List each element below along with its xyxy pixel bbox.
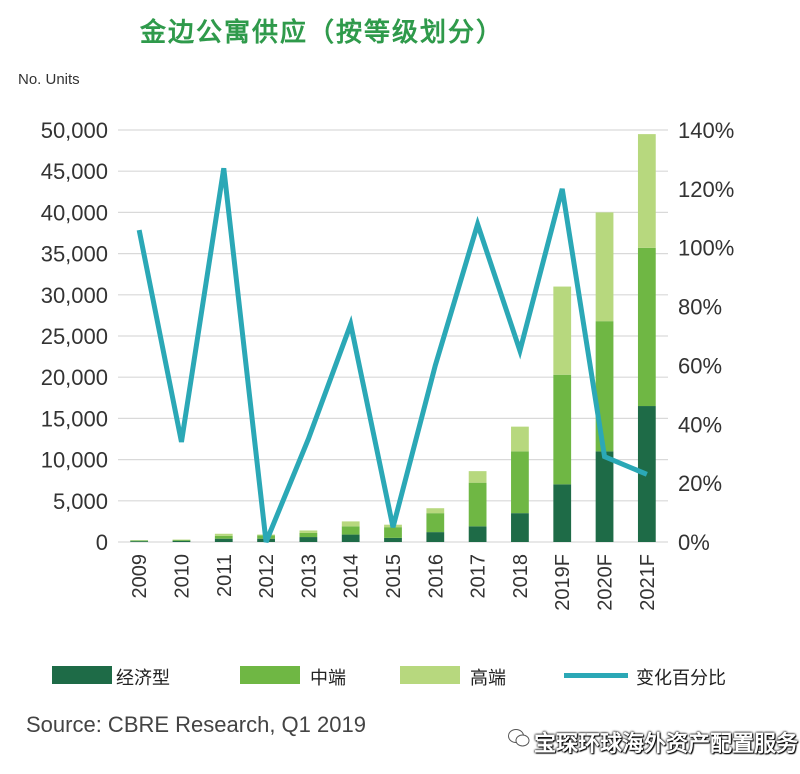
y2-tick-label: 120% <box>678 177 734 202</box>
y2-tick-label: 20% <box>678 471 722 496</box>
bar-highend <box>214 533 233 536</box>
chart-svg: 0 5,000 10,000 15,000 20,000 25,000 30,000 35,0… <box>18 71 734 611</box>
bar-midrange <box>637 247 656 407</box>
bar-highend <box>553 286 572 375</box>
y-tick-label: 15,000 <box>41 406 108 431</box>
bar-midrange <box>511 451 529 514</box>
y-axis-label: No. Units <box>18 71 80 88</box>
axes: 0 5,000 10,000 15,000 20,000 25,000 30,000 35,0… <box>18 71 734 611</box>
y-tick-label: 50,000 <box>41 118 108 143</box>
chart-title: 金边公寓供应（按等级划分） <box>140 18 505 48</box>
bar-economy <box>214 538 233 542</box>
bar-economy <box>384 537 402 542</box>
y2-tick-label: 0% <box>678 530 710 555</box>
bar-economy <box>595 451 614 542</box>
bar-midrange <box>426 513 445 533</box>
x-tick-label: 2010 <box>171 554 193 599</box>
x-tick-label: 2016 <box>425 554 447 599</box>
bar-economy <box>172 540 191 542</box>
bar-economy <box>553 484 572 542</box>
y2-tick-label: 40% <box>678 412 722 437</box>
y-tick-label: 10,000 <box>41 448 108 473</box>
legend-label-midrange: 中端 <box>310 668 346 689</box>
stacked-bars <box>130 134 656 542</box>
y-tick-label: 35,000 <box>41 242 108 267</box>
bar-highend <box>595 212 614 322</box>
y2-tick-label: 100% <box>678 236 734 261</box>
bar-midrange <box>299 532 318 538</box>
bar-midrange <box>214 535 233 539</box>
bar-midrange <box>341 526 360 535</box>
legend-label-economy: 经济型 <box>116 668 170 689</box>
wechat-icon <box>508 729 530 747</box>
x-tick-label: 2012 <box>256 554 278 599</box>
legend: 经济型 中端 高端 变化百分比 <box>52 660 752 690</box>
bar-highend <box>426 508 445 514</box>
bar-highend <box>637 134 656 248</box>
x-tick-label: 2020F <box>595 554 617 611</box>
y-tick-label: 40,000 <box>41 200 108 225</box>
y2-tick-label: 60% <box>678 353 722 378</box>
bar-economy <box>426 532 445 542</box>
y-tick-label: 45,000 <box>41 159 108 184</box>
watermark-text: 宝琛环球海外资产配置服务 <box>534 732 799 757</box>
bar-economy <box>130 541 149 542</box>
bar-economy <box>511 513 529 542</box>
bar-highend <box>299 530 318 533</box>
legend-label-highend: 高端 <box>470 668 506 689</box>
bar-highend <box>468 471 487 483</box>
legend-swatch-highend <box>400 666 460 684</box>
bar-economy <box>299 537 318 542</box>
legend-swatch-economy <box>52 666 112 684</box>
x-tick-label: 2015 <box>383 554 405 599</box>
x-tick-label: 2017 <box>468 554 490 599</box>
x-tick-label: 2014 <box>341 554 363 599</box>
bar-highend <box>511 426 529 452</box>
x-tick-label: 2009 <box>129 554 151 599</box>
y-tick-label: 20,000 <box>41 365 108 390</box>
x-tick-label: 2018 <box>510 554 532 599</box>
x-tick-label: 2011 <box>214 554 236 597</box>
source-note: Source: CBRE Research, Q1 2019 <box>26 712 366 737</box>
bar-midrange <box>468 482 487 527</box>
bar-midrange <box>130 540 149 542</box>
y-tick-label: 30,000 <box>41 283 108 308</box>
legend-line-change <box>564 673 628 678</box>
bar-economy <box>468 526 487 542</box>
y-tick-label: 25,000 <box>41 324 108 349</box>
change-line <box>136 167 648 543</box>
y2-tick-label: 140% <box>678 118 734 143</box>
legend-swatch-midrange <box>240 666 300 684</box>
legend-label-change: 变化百分比 <box>636 668 726 689</box>
x-tick-label: 2019F <box>552 554 574 611</box>
x-tick-label: 2021F <box>637 554 659 611</box>
bar-midrange <box>553 374 572 485</box>
bar-highend <box>341 521 360 527</box>
bar-economy <box>341 534 360 542</box>
y2-tick-label: 80% <box>678 295 722 320</box>
bar-midrange <box>384 527 402 538</box>
y-tick-label: 0 <box>96 530 108 555</box>
y-tick-label: 5,000 <box>53 489 108 514</box>
x-tick-label: 2013 <box>298 554 320 599</box>
bar-midrange <box>172 539 191 541</box>
watermark: 宝琛环球海外资产配置服务 <box>508 722 799 757</box>
